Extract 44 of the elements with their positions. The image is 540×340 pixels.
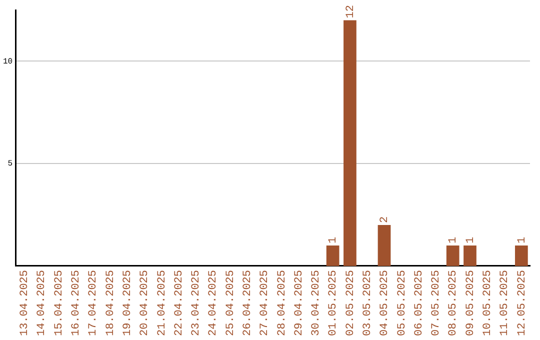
x-tick-label: 20.04.2025	[139, 270, 152, 336]
data-label: 2	[379, 216, 392, 224]
y-tick-label: 5	[8, 160, 13, 169]
bar	[344, 20, 356, 266]
x-tick-label: 16.04.2025	[70, 270, 83, 336]
x-tick-label: 05.05.2025	[396, 270, 408, 336]
x-tick-label: 04.05.2025	[379, 270, 392, 336]
x-tick-label: 14.04.2025	[36, 270, 48, 336]
x-tick-label: 27.04.2025	[259, 270, 272, 336]
data-label: 1	[328, 236, 340, 244]
x-tick-label: 18.04.2025	[104, 270, 117, 336]
x-tick-label: 24.04.2025	[208, 270, 220, 336]
bar	[464, 246, 476, 266]
x-tick-label: 19.04.2025	[122, 270, 134, 336]
x-tick-label: 15.04.2025	[53, 270, 66, 336]
x-tick-label: 28.04.2025	[276, 270, 288, 336]
x-tick-label: 12.05.2025	[516, 270, 528, 336]
bar	[446, 246, 460, 266]
x-tick-label: 30.04.2025	[310, 270, 323, 336]
x-tick-label: 21.04.2025	[156, 270, 168, 336]
x-tick-label: 08.05.2025	[448, 270, 460, 336]
x-tick-label: 22.04.2025	[173, 270, 186, 336]
x-tick-label: 25.04.2025	[224, 270, 237, 336]
x-tick-label: 02.05.2025	[344, 270, 357, 336]
x-tick-label: 11.05.2025	[499, 270, 512, 336]
x-tick-label: 03.05.2025	[362, 270, 374, 336]
x-tick-label: 07.05.2025	[430, 270, 443, 336]
x-tick-label: 26.04.2025	[242, 270, 254, 336]
data-label: 1	[516, 236, 528, 244]
x-tick-label: 06.05.2025	[413, 270, 426, 336]
x-tick-label: 23.04.2025	[190, 270, 203, 336]
y-tick-label: 10	[2, 57, 13, 66]
data-label: 1	[464, 236, 477, 244]
x-tick-label: 10.05.2025	[482, 270, 494, 336]
bar	[514, 246, 528, 266]
data-label: 1	[448, 236, 460, 244]
bar	[378, 225, 391, 266]
bar	[326, 246, 340, 266]
x-tick-label: 09.05.2025	[464, 270, 477, 336]
x-tick-label: 17.04.2025	[88, 270, 100, 336]
x-tick-label: 29.04.2025	[293, 270, 306, 336]
x-tick-label: 01.05.2025	[328, 270, 340, 336]
data-label: 12	[344, 5, 357, 18]
x-tick-label: 13.04.2025	[19, 270, 32, 336]
